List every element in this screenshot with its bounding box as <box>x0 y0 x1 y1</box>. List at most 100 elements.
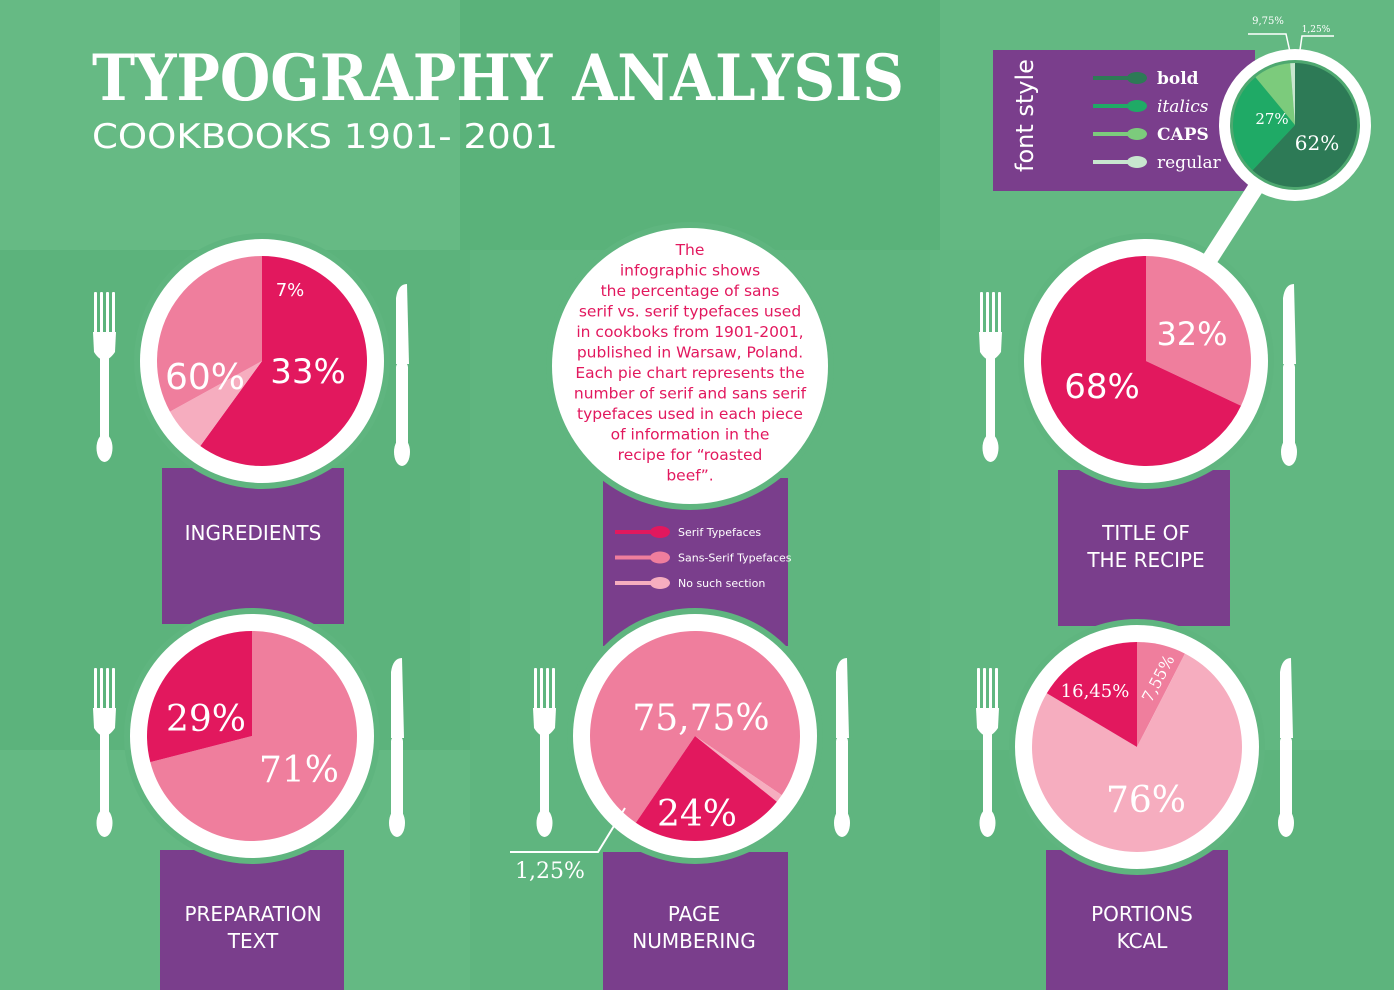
pie-slice <box>200 256 367 467</box>
band-page-numbering <box>603 852 788 990</box>
band-preparation-text <box>160 850 344 990</box>
spoon-icon <box>615 530 655 534</box>
page-title: TYPOGRAPHY ANALYSIS <box>92 41 904 116</box>
pie-slice <box>1041 256 1242 466</box>
leader-1-25-page <box>510 807 626 853</box>
pie-slice <box>1252 63 1357 187</box>
intro-circle: The infographic shows the percentage of sa… <box>546 222 834 510</box>
category-label: PORTIONS KCAL <box>1091 902 1193 953</box>
intro-line: the percentage of sans <box>601 282 780 300</box>
pie-slice <box>1255 63 1295 125</box>
slice-label: 1,25% <box>515 859 585 884</box>
intro-line: serif vs. serif typefaces used <box>579 303 801 321</box>
spoon-icon <box>615 555 655 560</box>
fork-icon <box>533 668 556 837</box>
font-style-label: italics <box>1157 97 1209 117</box>
font-style-label: regular <box>1157 153 1222 173</box>
slice-label: 16,45% <box>1061 681 1130 702</box>
category-label: INGREDIENTS <box>185 521 322 545</box>
intro-line: beef”. <box>666 467 713 485</box>
font-style-legend-item: regular <box>1093 153 1222 173</box>
pie-chart-preparation-text <box>124 608 380 864</box>
font-style-label: bold <box>1157 69 1199 89</box>
pie-slice <box>169 361 262 446</box>
spoon-icon <box>1093 76 1131 80</box>
pie-chart-ingredients <box>134 233 390 489</box>
pie-chart-portions-kcal <box>1009 619 1265 875</box>
pie-slice <box>150 631 358 842</box>
fork-icon <box>93 292 116 462</box>
legend-label: No such section <box>678 577 765 590</box>
spoon-icon <box>1093 104 1131 108</box>
legend-item: Serif Typefaces <box>615 526 761 539</box>
knife-icon <box>1278 658 1294 837</box>
slice-label: 7% <box>276 280 305 301</box>
slice-label: 32% <box>1156 315 1227 353</box>
legend-item: Sans-Serif Typefaces <box>615 551 792 565</box>
intro-line: number of serif and sans serif <box>574 385 807 403</box>
pie-slice <box>1232 77 1295 171</box>
pie-slice <box>147 631 252 763</box>
intro-line: The <box>675 241 705 259</box>
spoon-bowl <box>1127 128 1147 140</box>
slice-label: 75,75% <box>632 698 769 739</box>
plates <box>124 233 1274 875</box>
fork-icon <box>976 668 999 837</box>
slice-labels: 60%7%33%32%68%71%29% 75,75%1,25%24%7,55%7… <box>165 16 1339 884</box>
typeface-legend: Serif Typefaces Sans-Serif Typefaces No su… <box>615 526 792 590</box>
category-label: PREPARATION TEXT <box>184 902 321 953</box>
intro-line: published in Warsaw, Poland. <box>577 344 803 362</box>
font-style-legend-item: CAPS <box>1093 125 1209 145</box>
legend-item: No such section <box>615 577 765 590</box>
pie-slice <box>635 736 777 841</box>
pie-slice <box>1031 653 1242 853</box>
legend-label: Sans-Serif Typefaces <box>678 552 792 565</box>
font-style-legend-item: bold <box>1093 69 1199 89</box>
spoon-bowl <box>1127 100 1147 112</box>
page-subtitle: COOKBOOKS 1901- 2001 <box>92 117 558 157</box>
font-style-box <box>993 50 1255 191</box>
knife-icon <box>394 284 410 466</box>
slice-label: 68% <box>1064 367 1140 407</box>
band-ingredients <box>162 468 344 624</box>
spoon-bowl <box>1127 72 1147 84</box>
slice-label: 24% <box>657 794 737 835</box>
pie-slice <box>1046 642 1137 747</box>
pie-slice <box>1137 642 1185 747</box>
slice-label: 60% <box>165 357 245 398</box>
pie-slice <box>695 736 782 802</box>
band-title-of-recipe <box>1058 470 1230 626</box>
slice-label: 9,75% <box>1252 16 1284 27</box>
spoon-bowl <box>650 577 670 589</box>
pie-slice <box>590 631 800 823</box>
intro-line: typefaces used in each piece <box>577 405 803 423</box>
font-style-pie <box>1219 49 1371 201</box>
legend-label: Serif Typefaces <box>678 526 761 539</box>
knife-icon <box>389 658 405 837</box>
font-style-label: CAPS <box>1157 125 1209 145</box>
spoon-bowl <box>650 526 670 538</box>
pie-slice <box>1290 63 1295 125</box>
fork-icon <box>93 668 116 837</box>
spoon-bowl <box>1127 156 1147 168</box>
pie-chart-title-of-the-recipe <box>1018 233 1274 489</box>
slice-label: 33% <box>270 352 346 392</box>
knife-icon <box>834 658 850 837</box>
cutlery <box>93 284 1297 837</box>
slice-label: 1,25% <box>1302 25 1331 35</box>
category-label: PAGE NUMBERING <box>632 902 755 953</box>
category-label: TITLE OF THE RECIPE <box>1086 521 1204 572</box>
spoon-icon <box>1093 160 1131 164</box>
intro-line: Each pie chart represents the <box>575 364 804 382</box>
pie-slice <box>156 256 262 412</box>
font-style-legend: bold italics CAPS regular <box>1093 69 1222 173</box>
leader-lines <box>510 33 1334 853</box>
font-style-title: font style <box>1011 59 1039 172</box>
slice-label: 71% <box>259 750 339 791</box>
font-style-panel: font style bold italics CAPS regular <box>993 50 1255 191</box>
pie-chart-page-numbering <box>567 608 823 864</box>
pie-slice <box>1146 256 1251 406</box>
slice-label: 62% <box>1295 131 1339 155</box>
